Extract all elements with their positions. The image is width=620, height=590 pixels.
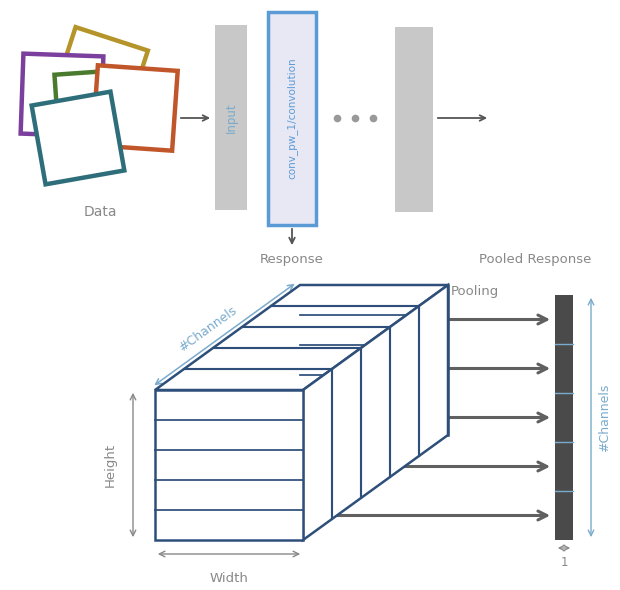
Text: Response: Response — [260, 253, 324, 266]
Text: Height: Height — [104, 443, 117, 487]
Bar — [268, 12, 316, 225]
Text: Data: Data — [83, 205, 117, 219]
Polygon shape — [303, 285, 448, 540]
Text: Pooled Response: Pooled Response — [479, 253, 591, 266]
Polygon shape — [155, 285, 448, 390]
Polygon shape — [20, 54, 104, 136]
Text: Input: Input — [224, 102, 237, 133]
Text: Width: Width — [210, 572, 249, 585]
Polygon shape — [52, 27, 148, 123]
Polygon shape — [32, 91, 125, 184]
Polygon shape — [92, 65, 178, 150]
Text: #Channels: #Channels — [176, 304, 239, 355]
Bar — [555, 295, 573, 540]
Polygon shape — [300, 285, 448, 435]
Polygon shape — [155, 390, 303, 540]
Bar — [395, 27, 433, 212]
Text: conv_pw_1/convolution: conv_pw_1/convolution — [286, 58, 298, 179]
Polygon shape — [55, 70, 136, 150]
Bar — [215, 25, 247, 210]
Text: Pooling: Pooling — [451, 284, 499, 297]
Text: 1: 1 — [560, 556, 568, 569]
Text: #Channels: #Channels — [598, 384, 611, 452]
